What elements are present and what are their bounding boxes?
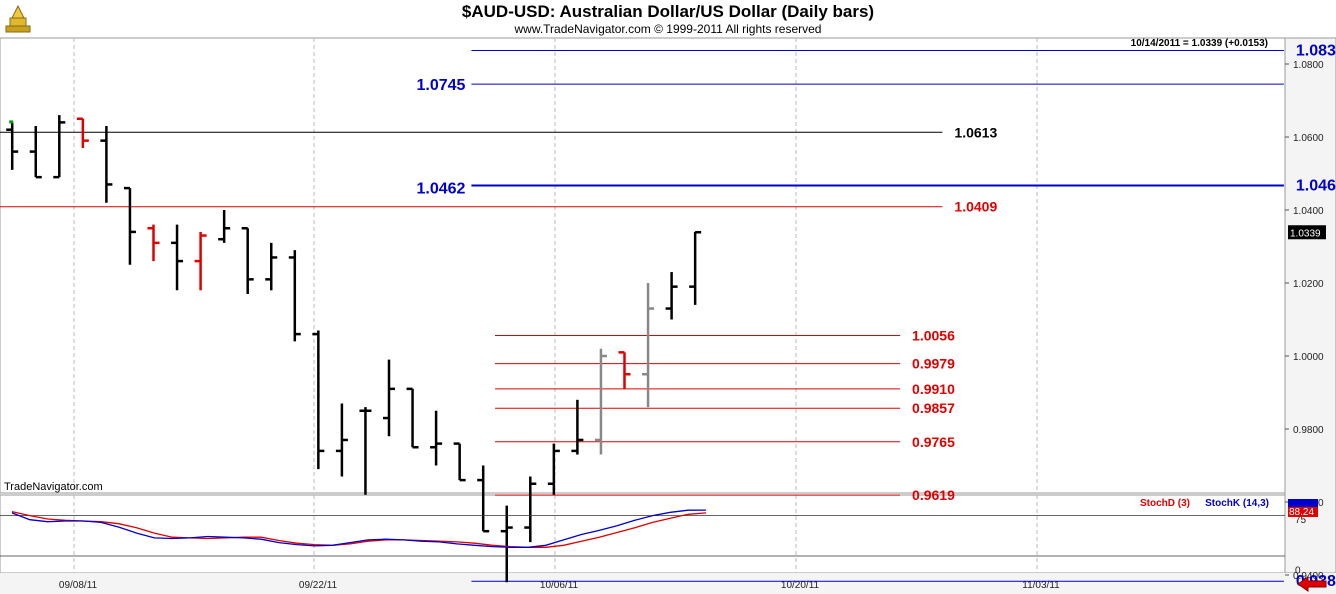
y-tick-label: 1.0600 — [1293, 133, 1324, 144]
quote-readout: 10/14/2011 = 1.0339 (+0.0153) — [1131, 38, 1268, 49]
legend-stochk: StochK (14,3) — [1205, 498, 1269, 509]
level-label: 1.0462 — [416, 180, 465, 197]
ohlc-bar — [359, 407, 372, 495]
ohlc-bar — [241, 227, 254, 294]
level-label: 1.0467 — [1296, 178, 1336, 195]
ohlc-bar — [500, 505, 513, 583]
level-label: 1.0056 — [912, 328, 955, 344]
ohlc-bar — [335, 403, 348, 477]
ohlc-bar — [194, 231, 207, 291]
stoch-line — [11, 510, 707, 548]
x-tick-label: 11/03/11 — [1022, 580, 1060, 591]
scroll-left-arrow-icon[interactable] — [1297, 576, 1327, 592]
level-label: 0.9979 — [912, 356, 955, 372]
chart-header: $AUD-USD: Australian Dollar/US Dollar (D… — [0, 0, 1336, 38]
level-label: 1.0745 — [416, 77, 465, 94]
level-label: 1.0837 — [1296, 42, 1336, 59]
price-panel — [0, 37, 1286, 494]
ohlc-bar — [53, 115, 66, 179]
up-marker — [9, 120, 14, 124]
chart-title: $AUD-USD: Australian Dollar/US Dollar (D… — [461, 2, 875, 21]
level-label: 0.9910 — [912, 381, 955, 397]
ohlc-bar — [147, 224, 160, 262]
x-axis-panel — [0, 573, 1336, 594]
level-label: 1.0613 — [954, 124, 997, 140]
level-label: 0.9619 — [912, 487, 955, 503]
x-tick-label: 09/22/11 — [299, 580, 338, 591]
watermark: TradeNavigator.com — [4, 481, 103, 493]
ohlc-bar — [383, 359, 395, 437]
y-axis-panel — [1284, 37, 1336, 574]
ohlc-bar — [430, 410, 443, 466]
stoch-y-tick-label: 75 — [1295, 515, 1307, 526]
stochd-badge — [1288, 507, 1318, 517]
level-label: 0.9765 — [912, 434, 955, 450]
trade-navigator-logo-icon — [5, 4, 31, 33]
stoch-last-value: 88.24 — [1289, 507, 1314, 518]
ohlc-bar — [477, 465, 490, 533]
level-label: 1.0409 — [954, 199, 997, 215]
ohlc-bar — [618, 351, 631, 389]
x-tick-label: 10/06/11 — [540, 580, 579, 591]
level-label: 0.9857 — [912, 400, 955, 416]
stoch-y-tick-label: 0 — [1295, 566, 1301, 577]
y-tick-label: 0.9800 — [1293, 425, 1324, 436]
stochk-badge — [1288, 499, 1318, 507]
ohlc-bar — [524, 476, 537, 543]
ohlc-bar — [123, 186, 136, 265]
y-tick-label: 1.0200 — [1293, 279, 1324, 290]
last-price-label: 1.0339 — [1290, 228, 1321, 239]
x-tick-label: 09/08/11 — [59, 580, 98, 591]
ohlc-bar — [171, 224, 184, 291]
ohlc-bar — [453, 442, 466, 482]
legend-stochd: StochD (3) — [1140, 498, 1190, 509]
y-tick-label: 1.0800 — [1293, 60, 1324, 71]
ohlc-bar — [547, 443, 560, 495]
ohlc-bar — [29, 126, 42, 179]
copyright-text: www.TradeNavigator.com © 1999-2011 All r… — [514, 22, 822, 36]
y-tick-label: 0.9400 — [1293, 571, 1324, 582]
ohlc-bar — [312, 330, 325, 470]
ohlc-bar — [100, 126, 113, 203]
stoch-line — [11, 509, 707, 548]
ohlc-bar — [642, 283, 655, 408]
y-tick-label: 1.0000 — [1293, 352, 1324, 363]
ohlc-bar — [218, 210, 231, 243]
ohlc-bar — [571, 399, 584, 455]
y-tick-label: 1.0400 — [1293, 206, 1324, 217]
ohlc-bar — [265, 242, 278, 291]
last-price-badge — [1288, 225, 1326, 240]
ohlc-bar — [689, 231, 702, 305]
ohlc-bar — [288, 250, 301, 342]
stochastic-panel — [0, 494, 1286, 574]
ohlc-bar — [76, 117, 89, 148]
ohlc-bar — [406, 387, 419, 449]
ohlc-bar — [665, 272, 678, 320]
ohlc-bar — [6, 122, 19, 170]
x-tick-label: 10/20/11 — [781, 580, 820, 591]
ohlc-bar — [594, 348, 607, 455]
